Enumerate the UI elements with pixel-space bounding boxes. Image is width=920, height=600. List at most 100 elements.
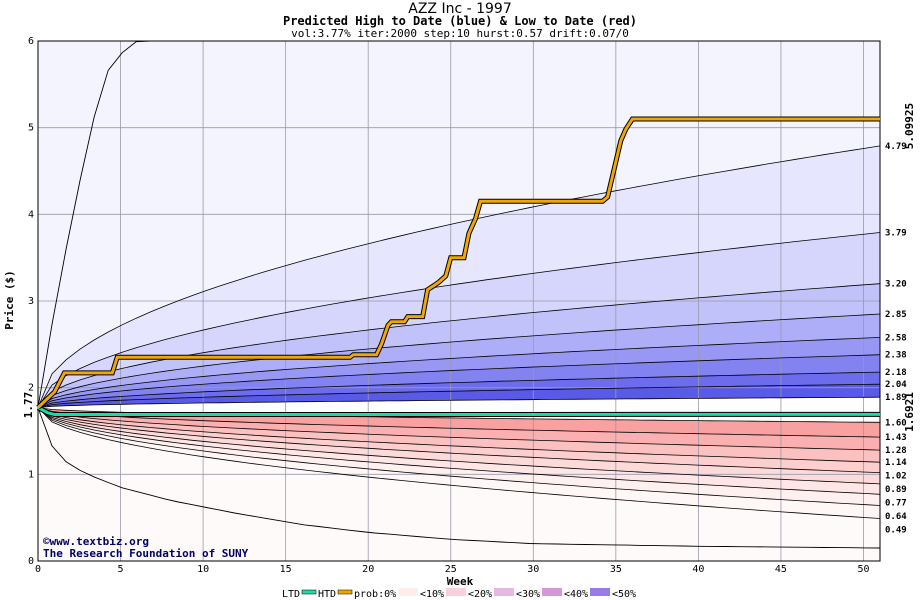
quantile-curve [37,337,881,408]
outer-upper-curve [37,40,880,408]
legend-ltd-swatch [301,589,317,595]
high-band-fill [38,354,880,408]
quantile-end-label: 1.89 [885,393,907,403]
quantile-curve [37,407,881,463]
legend-swatch [398,588,418,596]
chart-params: vol:3.77% iter:2000 step:10 hurst:0.57 d… [291,27,629,40]
quantile-end-label: 1.02 [885,472,907,482]
low-band-fill [38,407,880,506]
legend: LTD HTD prob:0% <10% <20% <30% <40% <50% [282,588,636,600]
right-labels: 4.79 3.79 3.20 2.85 2.58 2.38 2.18 2.04 1.89 1.60… [885,142,907,536]
high-band-fill [38,283,880,408]
y-axis-label: Price ($) [3,270,16,330]
x-tick-label: 20 [362,564,374,575]
quantile-end-label: 4.79 [885,142,907,152]
high-to-date-line [36,117,880,409]
quantile-curve [37,383,881,408]
low-band-fill [38,407,880,561]
x-tick-label: 5 [118,564,124,575]
y-tick-label: 2 [28,383,34,394]
quantile-end-label: 2.04 [885,380,907,390]
quantile-end-label: 0.49 [885,526,907,536]
quantile-end-label: 2.18 [885,368,907,378]
legend-item-label: <10% [420,589,444,600]
x-axis-label: Week [447,575,474,588]
legend-swatch [542,588,562,596]
x-tick-label: 10 [197,564,209,575]
high-band-fill [38,314,880,408]
legend-swatch [446,588,466,596]
high-to-date-end-label: 5.09925 [903,103,916,149]
low-band-fill [38,407,880,473]
legend-item-label: <30% [516,589,540,600]
legend-prob-label: prob:0% [354,589,396,600]
high-band-fill [38,232,880,408]
x-tick-label: 45 [775,564,787,575]
grid [37,40,881,562]
legend-swatch [590,588,610,596]
quantile-end-label: 0.77 [885,499,907,509]
legend-htd-label: HTD [318,589,336,600]
y-tick-label: 5 [28,123,34,134]
quantile-curve [37,407,881,451]
x-tick-label: 0 [35,564,41,575]
start-value-label: 1.77 [22,392,35,419]
outer-lower-curve [37,407,881,549]
quantile-end-label: 1.43 [885,433,907,443]
legend-item-label: <50% [612,589,636,600]
legend-swatch [494,588,514,596]
x-tick-label: 30 [527,564,539,575]
quantile-end-label: 2.38 [885,351,907,361]
x-tick-label: 35 [610,564,622,575]
quantile-curve [37,396,881,408]
low-band-fill [38,407,880,548]
chart-subtitle: Predicted High to Date (blue) & Low to D… [283,14,637,28]
x-tick-label: 15 [280,564,292,575]
credit-line-2: The Research Foundation of SUNY [43,547,249,560]
quantile-curve [37,407,881,438]
quantile-end-label: 3.20 [885,280,907,290]
legend-item-label: <20% [468,589,492,600]
legend-ltd-label: LTD [282,589,300,600]
low-to-date-line [37,406,881,417]
quantile-curve [37,313,881,408]
legend-item-label: <40% [564,589,588,600]
x-tick-label: 40 [692,564,704,575]
quantile-end-label: 1.60 [885,418,907,428]
high-band-fill [38,41,880,408]
low-band-fill [38,407,880,451]
quantile-curve [37,407,881,495]
y-tick-label: 1 [28,469,34,480]
quantile-end-label: 1.28 [885,446,907,456]
quantile-curve [37,407,881,473]
quantile-end-label: 0.64 [885,512,907,522]
high-band-fill [38,337,880,408]
quantile-curve [37,354,881,408]
low-band-fill [38,407,880,519]
quantile-end-label: 2.85 [885,310,907,320]
legend-htd-swatch [337,589,353,595]
quantile-end-label: 0.89 [885,485,907,495]
quantile-curve [37,145,881,408]
credit-line-1: ©www.textbiz.org [43,535,149,548]
high-band-fill [38,145,880,408]
quantile-curve [37,407,881,506]
x-tick-label: 50 [857,564,869,575]
quantile-curve [37,371,881,408]
quantile-end-label: 2.58 [885,333,907,343]
low-band-fill [38,407,880,495]
quantile-curve [37,407,881,485]
low-band-fill [38,407,880,463]
y-tick-label: 3 [28,296,34,307]
low-band-fill [38,407,880,484]
quantile-curve [37,232,881,408]
chart-title: AZZ Inc - 1997 [408,1,512,17]
y-tick-label: 6 [28,36,34,47]
low-band-fill [38,407,880,438]
quantile-end-label: 1.14 [885,458,907,468]
high-band-fill [38,372,880,408]
y-tick-label: 4 [28,209,34,220]
quantile-curve [37,407,881,519]
high-band-fill [38,384,880,408]
